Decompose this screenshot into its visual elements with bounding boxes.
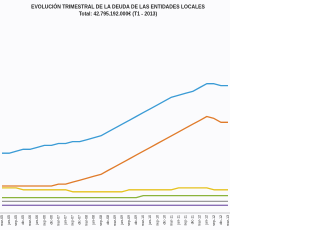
x-tick-label: mar-07 xyxy=(56,215,60,226)
x-tick-label: jun-09 xyxy=(120,215,124,226)
x-tick-label: sep-06 xyxy=(42,215,46,226)
x-tick-label: mar-05 xyxy=(0,215,4,226)
x-tick-label: dic-07 xyxy=(78,215,82,225)
x-tick-label: mar-11 xyxy=(169,215,173,226)
line-series xyxy=(2,115,228,187)
x-tick-label: dic-06 xyxy=(49,215,53,225)
x-tick-label: jun-10 xyxy=(148,215,152,226)
x-tick-label: dic-09 xyxy=(134,215,138,225)
x-tick-label: jun-12 xyxy=(205,215,209,226)
x-tick-label: sep-05 xyxy=(14,215,18,226)
line-series xyxy=(2,187,228,193)
x-tick-label: mar-09 xyxy=(113,215,117,226)
x-tick-label: sep-08 xyxy=(99,215,103,226)
x-tick-label: sep-09 xyxy=(127,215,131,226)
x-tick-label: dic-12 xyxy=(219,215,223,225)
x-tick-label: mar-13 xyxy=(226,215,230,226)
x-tick-label: dic-08 xyxy=(106,215,110,225)
x-tick-label: jun-07 xyxy=(63,215,67,226)
line-series xyxy=(2,83,228,154)
x-tick-label: sep-10 xyxy=(155,215,159,226)
x-tick-label: sep-11 xyxy=(184,215,188,225)
page: EVOLUCIÓN TRIMESTRAL DE LA DEUDA DE LAS … xyxy=(0,2,230,227)
x-tick-label: jun-05 xyxy=(7,215,11,226)
x-tick-label: mar-10 xyxy=(141,215,145,226)
x-tick-label: dic-05 xyxy=(21,215,25,225)
x-tick-label: mar-12 xyxy=(198,215,202,226)
x-tick-label: jun-11 xyxy=(176,215,180,226)
x-tick-label: jun-08 xyxy=(92,215,96,226)
x-tick-label: dic-10 xyxy=(162,215,166,225)
x-tick-label: sep-07 xyxy=(71,215,75,226)
x-tick-label: jun-06 xyxy=(35,215,39,226)
chart-title: EVOLUCIÓN TRIMESTRAL DE LA DEUDA DE LAS … xyxy=(31,2,205,10)
x-tick-label: sep-12 xyxy=(212,215,216,226)
x-tick-label: dic-11 xyxy=(191,215,195,224)
line-series xyxy=(2,194,228,199)
x-tick-label: mar-06 xyxy=(28,215,32,226)
chart: EVOLUCIÓN TRIMESTRAL DE LA DEUDA DE LAS … xyxy=(0,2,230,227)
chart-subtitle: Total: 42.795.192.000€ (T1 - 2013) xyxy=(79,11,158,17)
x-tick-label: mar-08 xyxy=(85,215,89,226)
